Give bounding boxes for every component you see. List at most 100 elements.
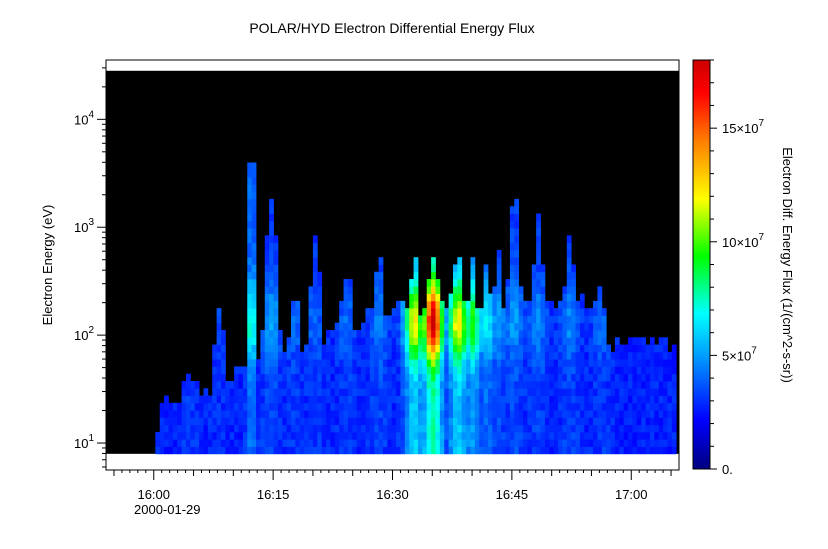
heatmap-cell — [291, 410, 296, 418]
heatmap-cell — [269, 431, 274, 440]
heatmap-cell — [299, 417, 305, 426]
heatmap-cell — [264, 439, 270, 447]
heatmap-cell — [417, 388, 423, 396]
heatmap-cell — [256, 388, 261, 396]
heatmap-cell — [544, 373, 550, 382]
heatmap-cell — [260, 410, 266, 418]
heatmap-cell — [452, 388, 458, 396]
heatmap-cell — [575, 380, 581, 389]
heatmap-cell — [540, 351, 546, 360]
heatmap-cell — [540, 402, 546, 411]
heatmap-cell — [444, 424, 450, 433]
heatmap-cell — [190, 424, 196, 433]
heatmap-cell — [194, 446, 200, 455]
heatmap-cell — [553, 417, 559, 426]
heatmap-cell — [549, 337, 555, 345]
heatmap-cell — [172, 424, 178, 433]
heatmap-cell — [269, 220, 274, 229]
heatmap-cell — [207, 439, 213, 447]
heatmap-cell — [466, 330, 471, 338]
heatmap-cell — [339, 410, 344, 418]
heatmap-cell — [277, 337, 283, 345]
heatmap-cell — [588, 410, 594, 418]
heatmap-cell — [273, 424, 279, 433]
heatmap-cell — [431, 359, 436, 367]
heatmap-cell — [488, 351, 493, 360]
heatmap-cell — [339, 344, 344, 353]
heatmap-cell — [400, 315, 406, 324]
heatmap-cell — [593, 351, 598, 360]
heatmap-cell — [514, 402, 520, 411]
heatmap-cell — [269, 198, 274, 207]
heatmap-cell — [229, 439, 235, 447]
heatmap-cell — [185, 424, 191, 433]
heatmap-cell — [264, 410, 270, 418]
heatmap-cell — [387, 337, 393, 345]
heatmap-cell — [347, 308, 353, 316]
heatmap-cell — [466, 446, 471, 455]
heatmap-cell — [299, 446, 305, 455]
heatmap-cell — [448, 359, 454, 367]
heatmap-cell — [593, 359, 598, 367]
heatmap-cell — [518, 351, 524, 360]
heatmap-cell — [295, 373, 301, 382]
heatmap-cell — [374, 402, 379, 411]
heatmap-cell — [483, 315, 489, 324]
heatmap-cell — [396, 431, 401, 440]
heatmap-cell — [361, 322, 366, 331]
heatmap-cell — [457, 395, 463, 404]
heatmap-cell — [374, 417, 379, 426]
heatmap-cell — [404, 359, 410, 367]
heatmap-cell — [597, 351, 603, 360]
heatmap-cell — [571, 271, 576, 280]
heatmap-cell — [426, 300, 432, 309]
heatmap-cell — [523, 315, 528, 324]
heatmap-cell — [575, 431, 581, 440]
heatmap-cell — [610, 373, 616, 382]
heatmap-cell — [260, 373, 266, 382]
heatmap-cell — [536, 380, 541, 389]
heatmap-cell — [155, 446, 161, 455]
heatmap-cell — [523, 351, 528, 360]
heatmap-cell — [496, 417, 502, 426]
heatmap-cell — [579, 373, 585, 382]
heatmap-cell — [523, 322, 528, 331]
heatmap-cell — [400, 410, 406, 418]
heatmap-cell — [483, 300, 489, 309]
heatmap-cell — [509, 439, 515, 447]
heatmap-cell — [558, 388, 563, 396]
heatmap-cell — [247, 249, 253, 258]
heatmap-cell — [312, 330, 318, 338]
heatmap-cell — [256, 431, 261, 440]
colorbar — [692, 59, 711, 470]
heatmap-cell — [382, 417, 388, 426]
heatmap-cell — [256, 446, 261, 455]
heatmap-cell — [308, 308, 314, 316]
heatmap-cell — [247, 395, 253, 404]
heatmap-cell — [404, 410, 410, 418]
heatmap-cell — [544, 359, 550, 367]
heatmap-cell — [177, 439, 183, 447]
heatmap-cell — [575, 344, 581, 353]
heatmap-cell — [514, 373, 520, 382]
heatmap-cell — [242, 395, 248, 404]
heatmap-cell — [299, 395, 305, 404]
heatmap-cell — [431, 279, 436, 287]
heatmap-cell — [264, 351, 270, 360]
heatmap-cell — [334, 330, 340, 338]
heatmap-cell — [566, 439, 572, 447]
heatmap-cell — [409, 366, 414, 375]
heatmap-cell — [488, 308, 493, 316]
heatmap-cell — [339, 330, 344, 338]
heatmap-cell — [579, 330, 585, 338]
heatmap-cell — [260, 446, 266, 455]
heatmap-cell — [326, 439, 331, 447]
heatmap-cell — [330, 337, 336, 345]
heatmap-cell — [575, 308, 581, 316]
heatmap-cell — [409, 286, 414, 294]
heatmap-cell — [663, 359, 668, 367]
heatmap-cell — [558, 351, 563, 360]
heatmap-cell — [251, 366, 257, 375]
heatmap-cell — [501, 431, 506, 440]
heatmap-cell — [444, 439, 450, 447]
